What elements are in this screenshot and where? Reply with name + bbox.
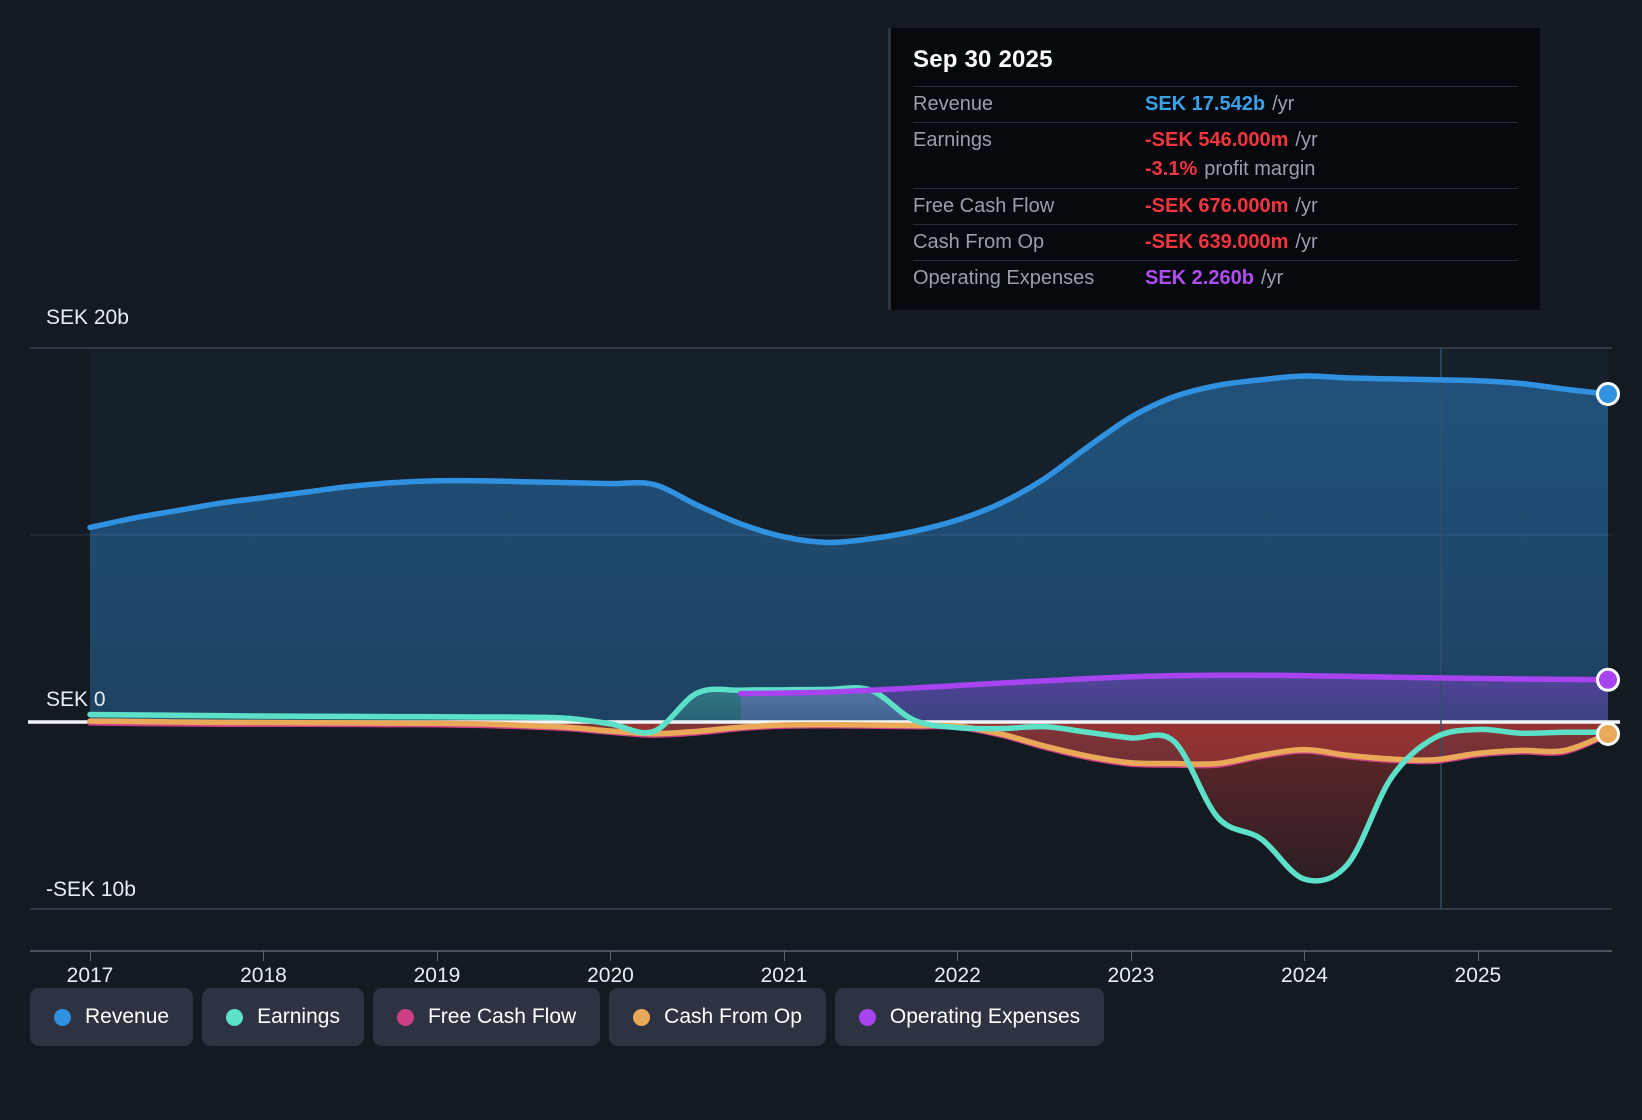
x-axis-tick-label: 2020 (587, 964, 634, 987)
x-axis: 2017 2018 2019 2020 2021 2022 2023 2024 2025 (0, 950, 1642, 996)
tooltip-row-label: Revenue (913, 93, 994, 115)
chart-svg (0, 300, 1642, 950)
y-axis-label-zero: SEK 0 (46, 688, 106, 711)
x-axis-tick-label: 2017 (66, 964, 114, 987)
series-line-cash-from-op[interactable] (87, 718, 1611, 767)
legend-item-earnings[interactable]: Earnings (202, 988, 364, 1046)
x-axis-tick-mark (263, 950, 265, 961)
legend-color-dot-icon (633, 1008, 651, 1026)
tooltip-row-label: Earnings (913, 129, 992, 151)
hover-tooltip: Sep 30 2025 Revenue SEK 17.542b/yr Earning… (888, 28, 1540, 310)
x-axis-tick-mark (1130, 950, 1132, 961)
tooltip-row: Earnings -SEK 546.000m/yr (913, 122, 1518, 158)
legend-item-label: Cash From Op (664, 1005, 802, 1028)
legend-item-label: Earnings (257, 1005, 340, 1028)
x-axis-tick-mark (610, 950, 612, 961)
tooltip-row-suffix: /yr (1272, 93, 1295, 115)
x-axis-tick-label: 2023 (1107, 964, 1155, 987)
tooltip-row-value-wrap: -SEK 546.000m/yr (1145, 129, 1318, 152)
legend-color-dot-icon (858, 1008, 876, 1026)
revenue-area (90, 376, 1608, 722)
tooltip-row-suffix: profit margin (1204, 158, 1316, 180)
tooltip-row-value-wrap: -SEK 676.000m/yr (1145, 195, 1318, 218)
legend-item-label: Free Cash Flow (427, 1005, 577, 1028)
series-line-earnings[interactable] (87, 684, 1611, 884)
legend-color-dot-icon (396, 1008, 414, 1026)
x-axis-tick-mark (783, 950, 785, 961)
legend-color-dot-icon (54, 1008, 71, 1026)
tooltip-row-label: Operating Expenses (913, 267, 1095, 289)
x-axis-line (30, 950, 1612, 952)
series-line-operating-expenses[interactable] (737, 672, 1611, 697)
tooltip-row-suffix: /yr (1295, 129, 1318, 151)
tooltip-rows: Revenue SEK 17.542b/yr Earnings -SEK 546.00… (913, 86, 1518, 296)
legend-color-dot-icon (226, 1008, 244, 1026)
chart-plot-area (0, 300, 1642, 950)
tooltip-row-label: Cash From Op (913, 231, 1045, 253)
x-axis-tick-label: 2022 (934, 964, 981, 987)
tooltip-row-value-wrap: SEK 17.542b/yr (1145, 93, 1294, 116)
tooltip-date: Sep 30 2025 (913, 46, 1053, 73)
tooltip-row-value-wrap: -SEK 639.000m/yr (1145, 231, 1318, 254)
tooltip-row-suffix: /yr (1295, 195, 1318, 217)
tooltip-row-suffix: /yr (1260, 267, 1284, 289)
tooltip-row: -3.1% profit margin (913, 158, 1518, 188)
tooltip-row-value-wrap: SEK 2.260b/yr (1145, 267, 1283, 290)
legend-item-cash-from-op[interactable]: Cash From Op (609, 988, 826, 1046)
legend-item-free-cash-flow[interactable]: Free Cash Flow (372, 988, 601, 1046)
tooltip-row-value: -SEK 546.000m (1145, 129, 1289, 151)
x-axis-tick-mark (90, 950, 91, 961)
tooltip-row-value: -SEK 639.000m (1145, 231, 1289, 253)
legend-item-label: Operating Expenses (889, 1005, 1081, 1028)
tooltip-row-value: SEK 17.542b (1145, 93, 1266, 115)
x-axis-tick-label: 2025 (1454, 964, 1502, 987)
endpoint-marker-cash-from-op[interactable] (1596, 721, 1620, 746)
endpoint-marker-operating-expenses[interactable] (1596, 667, 1620, 692)
earnings-positive-area (90, 687, 1608, 722)
series-line-revenue[interactable] (87, 373, 1611, 546)
chart-legend: Revenue Earnings Free Cash Flow Cash From O… (30, 988, 1105, 1046)
x-axis-tick-label: 2021 (760, 964, 808, 987)
endpoint-marker-revenue[interactable] (1596, 381, 1620, 406)
x-axis-tick-mark (957, 950, 959, 961)
y-axis-label-bottom: -SEK 10b (46, 878, 136, 901)
legend-item-operating-expenses[interactable]: Operating Expenses (834, 988, 1105, 1046)
tooltip-row-value: -SEK 676.000m (1145, 195, 1289, 217)
tooltip-row-suffix: /yr (1295, 231, 1318, 253)
x-axis-tick-mark (1477, 950, 1479, 961)
tooltip-row-value-wrap: -3.1% profit margin (1145, 158, 1315, 181)
x-axis-tick-label: 2019 (413, 964, 461, 987)
x-axis-tick-mark (1304, 950, 1306, 961)
tooltip-row-value: -3.1% (1145, 158, 1198, 180)
legend-item-label: Revenue (85, 1005, 170, 1028)
y-axis-label-top: SEK 20b (46, 306, 129, 329)
tooltip-row: Free Cash Flow -SEK 676.000m/yr (913, 188, 1518, 224)
tooltip-row-value: SEK 2.260b (1145, 267, 1254, 289)
legend-item-revenue[interactable]: Revenue (30, 988, 194, 1046)
tooltip-row-label: Free Cash Flow (913, 195, 1055, 217)
tooltip-row: Cash From Op -SEK 639.000m/yr (913, 224, 1518, 260)
x-axis-tick-label: 2024 (1281, 964, 1328, 987)
x-axis-tick-mark (436, 950, 438, 961)
tooltip-row: Revenue SEK 17.542b/yr (913, 86, 1518, 122)
x-axis-tick-label: 2018 (240, 964, 287, 987)
tooltip-row: Operating Expenses SEK 2.260b/yr (913, 260, 1518, 296)
